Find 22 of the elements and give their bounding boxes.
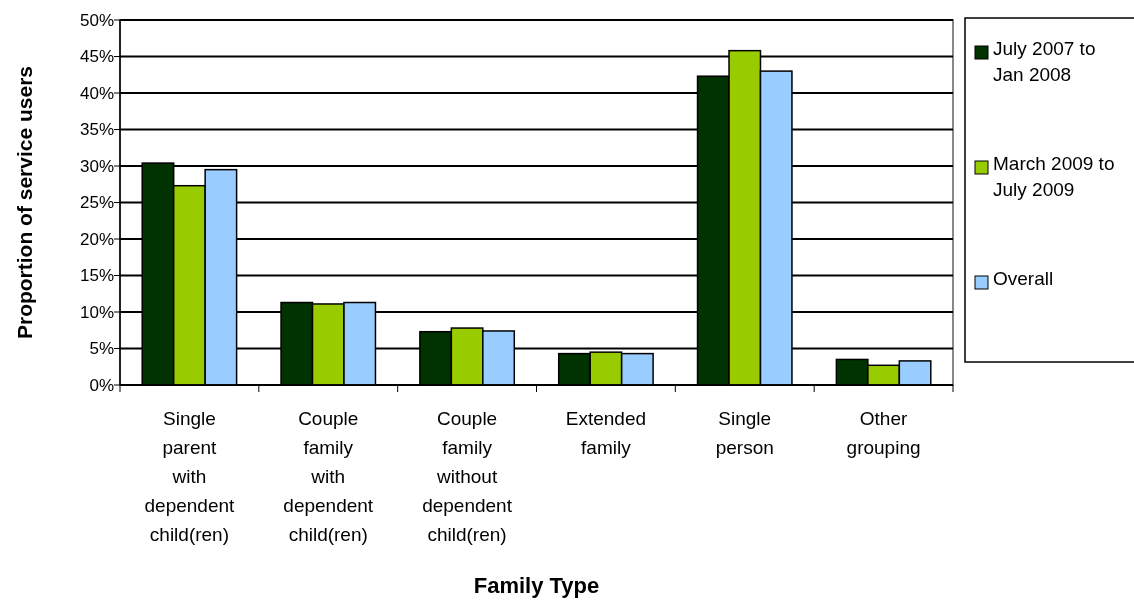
legend-label: Overall (993, 268, 1054, 289)
y-tick-label: 0% (89, 375, 114, 395)
legend-label: March 2009 to July 2009 (993, 153, 1115, 200)
y-tick-label: 45% (79, 47, 114, 67)
y-tick-label: 50% (79, 10, 114, 30)
legend-label: July 2007 to Jan 2008 (993, 38, 1096, 85)
x-tick-label: Single parent with dependent child(ren) (144, 408, 236, 545)
y-tick-label: 25% (79, 193, 114, 213)
y-tick-label: 5% (89, 339, 114, 359)
x-tick-label: Extended family (565, 408, 647, 458)
y-tick-label: 40% (79, 83, 114, 103)
y-tick-label: 35% (79, 120, 114, 140)
x-tick-label: Couple family without dependent child(ren) (422, 408, 513, 545)
x-tick-label: Other grouping (846, 408, 921, 458)
y-axis-title: Proportion of service users (13, 65, 36, 340)
y-tick-label: 30% (79, 156, 114, 176)
x-axis-title: Family Type (473, 573, 600, 598)
x-tick-label: Single person (715, 408, 774, 458)
x-tick-label: Couple family with dependent child(ren) (283, 408, 374, 545)
y-tick-label: 10% (79, 302, 114, 322)
y-tick-label: 15% (79, 266, 114, 286)
y-tick-label: 20% (79, 229, 114, 249)
